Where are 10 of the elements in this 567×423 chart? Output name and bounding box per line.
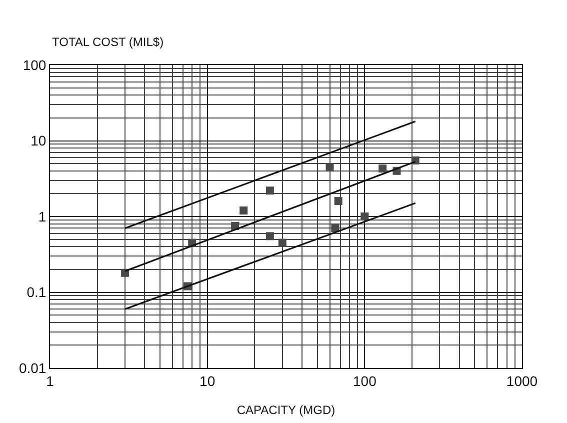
y-tick-label: 0.1 bbox=[26, 284, 46, 300]
y-tick-label: 10 bbox=[30, 132, 46, 149]
y-tick-label: 0.01 bbox=[18, 360, 46, 376]
y-axis-title: TOTAL COST (MIL$) bbox=[52, 35, 164, 49]
x-tick-label: 1000 bbox=[506, 372, 538, 389]
x-tick-label: 10 bbox=[200, 372, 216, 389]
y-tick-label: 1 bbox=[38, 208, 46, 224]
x-axis-title: CAPACITY (MGD) bbox=[236, 403, 336, 417]
x-tick-label: 100 bbox=[352, 372, 377, 389]
y-tick-label: 100 bbox=[22, 56, 46, 73]
